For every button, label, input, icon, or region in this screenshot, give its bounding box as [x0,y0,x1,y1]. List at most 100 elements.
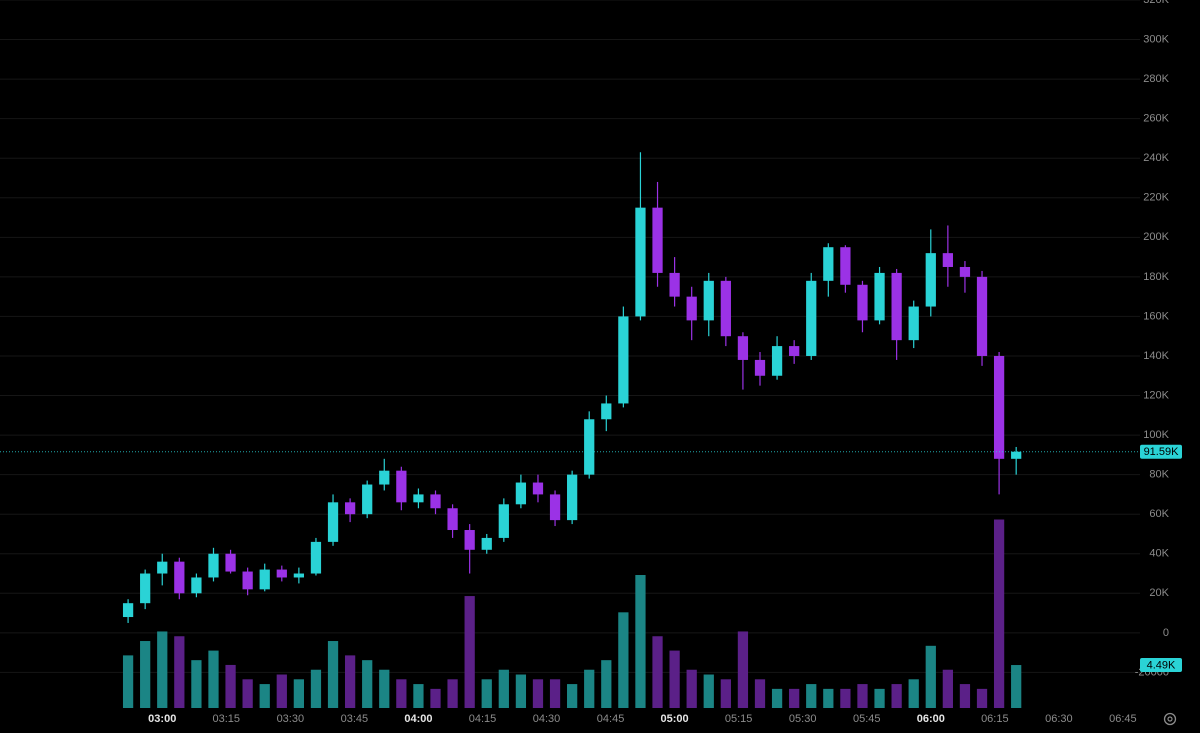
candle-body [464,530,475,550]
x-tick-label: 05:00 [661,713,689,725]
y-tick-label: 60K [1149,508,1169,520]
candle-body [993,355,1005,459]
candle-body [430,494,441,509]
volume-bar [737,631,749,708]
y-tick-label: 160K [1143,310,1169,322]
volume-bar [635,575,646,708]
volume-bar [259,684,270,708]
candle-body [976,276,988,356]
y-tick-label: 280K [1143,73,1169,85]
candle-body [635,207,646,317]
candle-body [293,573,304,578]
price-tag-label: 91.59K [1144,446,1180,458]
candle-body [532,482,544,495]
volume-bar [652,636,663,708]
volume-bar [481,679,492,708]
volume-bar [122,655,134,708]
y-tick-label: 180K [1143,271,1169,283]
volume-bar [498,669,509,708]
candle-body [396,470,407,503]
x-tick-label: 03:00 [148,713,176,725]
x-tick-label: 06:15 [981,713,1009,725]
candle-body [891,272,902,341]
volume-bar [993,519,1005,708]
candle-body [771,346,783,376]
volume-tag-label: 4.49K [1147,659,1176,671]
candle-body [481,537,492,550]
candle-body [703,280,714,321]
x-tick-label: 03:45 [341,713,369,725]
candle-body [601,403,612,420]
volume-bar [447,679,458,708]
volume-tag-box [1140,658,1182,673]
y-tick-label: 320K [1143,0,1169,6]
x-tick-label: 05:30 [789,713,817,725]
x-tick-label: 06:30 [1045,713,1073,725]
volume-bar [430,688,441,708]
settings-button[interactable] [1163,712,1177,726]
y-tick-label: 260K [1143,113,1169,125]
candle-body [618,316,629,404]
candle-body [327,502,339,542]
volume-bar [976,688,988,708]
volume-bars [122,519,1022,708]
volume-bar [276,674,287,708]
y-tick-label: 220K [1143,192,1169,204]
volume-bar [293,679,304,708]
volume-bar [413,684,424,708]
volume-bar [686,669,697,708]
candle-body [242,571,253,590]
candle-body [840,247,851,285]
volume-bar [771,688,783,708]
candle-body [754,359,766,376]
x-tick-label: 04:45 [597,713,625,725]
volume-bar [515,674,527,708]
candle-body [362,484,373,515]
settings-icon-core [1167,716,1173,722]
volume-bar [959,684,971,708]
y-tick-label: 20K [1149,587,1169,599]
candle-body [1011,451,1022,459]
volume-bar [191,660,202,708]
x-tick-label: 04:00 [404,713,432,725]
candle-body [942,253,953,267]
y-tick-label: 40K [1149,548,1169,560]
y-tick-label: 120K [1143,389,1169,401]
volume-bar [942,669,953,708]
volume-bar [584,669,595,708]
price-tag-box [1140,444,1182,459]
candle-body [789,346,800,356]
grid [0,0,1140,673]
volume-bar [874,688,885,708]
candle-body [208,553,219,578]
x-tick-label: 03:30 [277,713,305,725]
volume-bar [754,679,766,708]
candle-body [806,280,817,356]
volume-bar [174,636,185,708]
volume-bar [601,660,612,708]
volume-bar [669,650,680,708]
candle-body [584,419,595,475]
candles [122,152,1022,623]
candle-body [447,508,458,531]
candle-body [737,336,749,360]
volume-bar [464,596,475,708]
volume-bar [549,679,561,708]
volume-bar [925,645,936,708]
volume-bar [857,684,868,708]
volume-bar [789,688,800,708]
y-tick-label: 0 [1163,627,1169,639]
volume-bar [908,679,919,708]
volume-bar [618,612,629,708]
candle-body [498,504,509,538]
volume-bar [140,641,151,708]
candle-body [515,482,527,505]
volume-bar [1011,665,1022,708]
volume-bar [379,669,390,708]
y-tick-label: 140K [1143,350,1169,362]
x-tick-label: 05:15 [725,713,753,725]
candle-body [874,272,885,321]
candle-body [686,296,697,321]
